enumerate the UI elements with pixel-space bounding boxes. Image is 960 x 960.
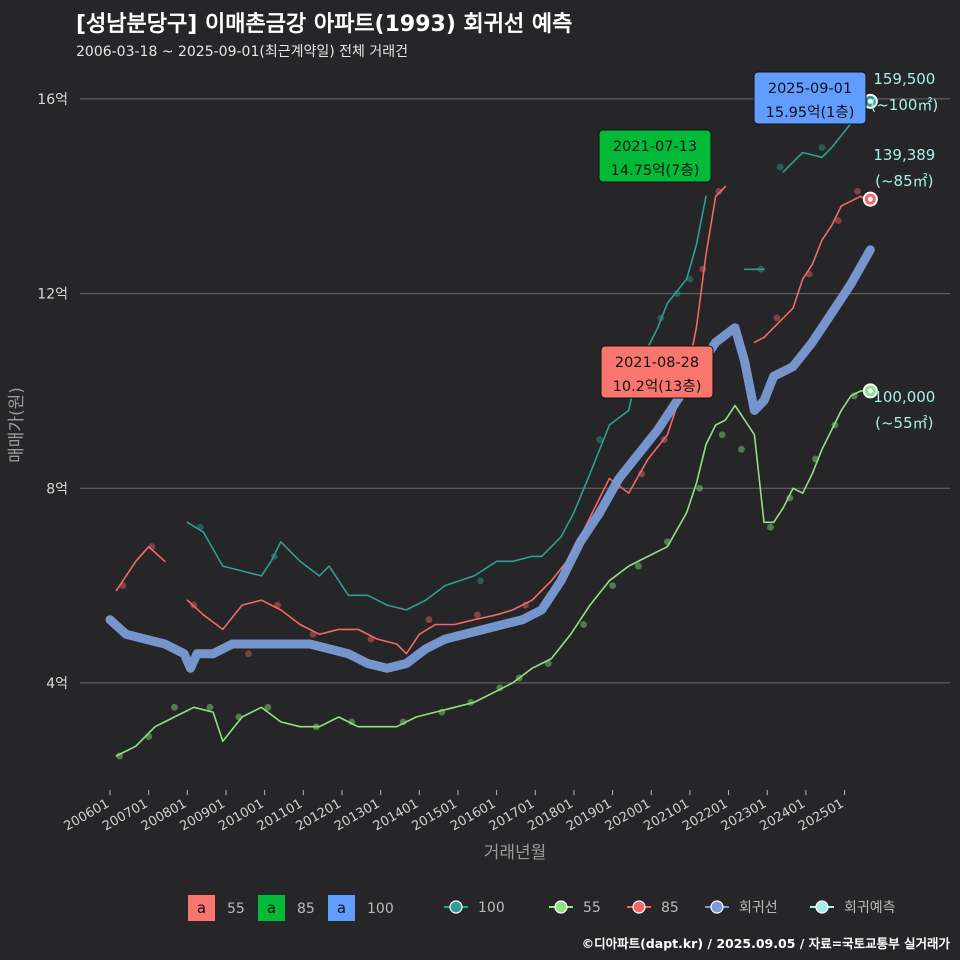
y-tick-label: 4억 xyxy=(46,676,68,692)
callout-box: 2025-09-01 15.95억(1층) xyxy=(753,71,867,125)
legend-box-swatch xyxy=(328,895,355,921)
forecast-value-label: 139,389 xyxy=(873,146,935,164)
callout-date: 2021-07-13 xyxy=(613,139,697,155)
transaction-dot xyxy=(696,484,703,492)
x-axis-title: 거래년월 xyxy=(484,843,547,863)
source-credit: ©디아파트(dapt.kr) / 2025.09.05 / 자료=국토교통부 실… xyxy=(581,936,950,951)
callout-price: 10.2억(13층) xyxy=(613,378,702,395)
legend-box-swatch xyxy=(258,895,285,921)
y-tick-label: 16억 xyxy=(37,92,68,108)
transaction-dot xyxy=(206,703,214,711)
callout-date: 2021-08-28 xyxy=(615,355,699,371)
y-tick-label: 8억 xyxy=(46,481,68,497)
callout-price: 15.95억(1층) xyxy=(766,104,855,121)
transaction-dot xyxy=(738,445,745,453)
legend-line-label: 55 xyxy=(583,900,601,916)
transaction-dot xyxy=(686,275,694,283)
transaction-dot xyxy=(245,650,252,658)
forecast-point-center xyxy=(867,196,873,202)
chart-subtitle: 2006-03-18 ~ 2025-09-01(최근계약일) 전체 거래건 xyxy=(76,44,408,60)
callout-background xyxy=(598,129,712,183)
forecast-point-center xyxy=(867,98,873,104)
transaction-dot xyxy=(171,703,178,711)
legend-line-label: 회귀선 xyxy=(739,900,778,916)
transaction-dot xyxy=(718,431,726,439)
transaction-dot xyxy=(634,562,642,570)
legend-point-key xyxy=(815,900,829,914)
forecast-point-center xyxy=(867,388,873,394)
legend-line-label: 100 xyxy=(478,900,505,916)
transaction-dot xyxy=(580,621,587,628)
transaction-dot xyxy=(818,144,826,152)
legend-point-key xyxy=(554,900,568,914)
legend-box-label: 85 xyxy=(297,901,315,917)
y-tick-label: 12억 xyxy=(37,287,68,303)
legend-box-label: 100 xyxy=(367,901,394,917)
y-axis-title: 매매가(원) xyxy=(7,387,27,463)
transaction-dot xyxy=(773,314,781,322)
legend-box-glyph: a xyxy=(337,899,346,917)
legend-line-label: 회귀예측 xyxy=(844,900,896,916)
forecast-area-label: (~85㎡) xyxy=(875,172,933,190)
forecast-value-label: 100,000 xyxy=(873,388,935,406)
transaction-dot xyxy=(834,217,842,225)
transaction-dot xyxy=(854,188,861,195)
series-line-85 xyxy=(115,545,166,592)
transaction-dot xyxy=(596,436,604,443)
series-line-100 xyxy=(186,195,707,611)
transaction-dot xyxy=(609,582,616,589)
legend-point-key xyxy=(710,900,724,914)
legend-box-glyph: a xyxy=(197,899,206,917)
forecast-area-label: (~55㎡) xyxy=(875,414,933,432)
transaction-dot xyxy=(264,703,272,711)
chart-title: [성남분당구] 이매촌금강 아파트(1993) 회귀선 예측 xyxy=(76,12,573,37)
callout-box: 2021-08-28 10.2억(13층) xyxy=(600,345,714,399)
callout-box: 2021-07-13 14.75억(7층) xyxy=(598,129,712,183)
legend-line-label: 85 xyxy=(661,900,679,916)
legend-box-label: 55 xyxy=(227,901,245,917)
callout-price: 14.75억(7층) xyxy=(611,162,700,179)
transaction-dot xyxy=(473,611,481,619)
regression-line xyxy=(105,245,875,673)
legend-point-key xyxy=(632,900,646,914)
series-line-55 xyxy=(115,390,868,757)
transaction-dot xyxy=(767,523,774,531)
legend-box-swatch xyxy=(188,895,215,921)
legend-box-glyph: a xyxy=(267,899,276,917)
callout-background xyxy=(600,345,714,399)
series-line-85 xyxy=(753,195,868,344)
transaction-dot xyxy=(673,290,681,297)
series-line-85 xyxy=(186,185,727,655)
callout-date: 2025-09-01 xyxy=(768,81,852,97)
forecast-value-label: 159,500 xyxy=(873,70,935,88)
transaction-dot xyxy=(715,188,723,195)
transaction-dot xyxy=(477,577,484,585)
transaction-dot xyxy=(425,616,433,624)
transaction-dot xyxy=(776,163,784,171)
callout-background xyxy=(753,71,867,125)
legend-point-key xyxy=(449,900,463,914)
forecast-area-label: (~100㎡) xyxy=(870,96,938,114)
